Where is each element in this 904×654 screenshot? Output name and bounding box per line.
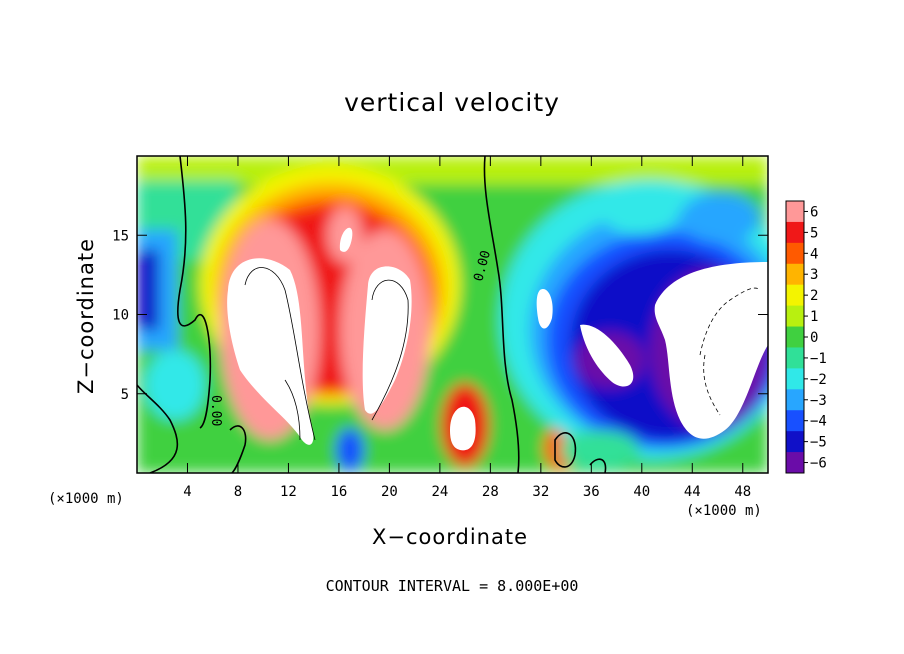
colorbar-tick-label: 0: [810, 330, 818, 346]
x-unit-label-right: (×1000 m): [686, 503, 762, 519]
velocity-field: [137, 156, 768, 473]
colorbar: 6 5 4 3 2 1 0 −1 −2 −3 −4 −5 −6: [785, 200, 827, 474]
x-tick-label: 32: [532, 484, 549, 500]
field-region-22: [600, 185, 680, 235]
colorbar-tick-label: 1: [810, 309, 818, 325]
field-region-3: [137, 250, 159, 330]
x-tick-label: 12: [280, 484, 297, 500]
y-tick-label: 5: [121, 387, 129, 403]
colorbar-tick-label: −1: [810, 351, 827, 367]
field-max-region-3: [450, 406, 476, 451]
colorbar-tick-label: −6: [810, 456, 827, 472]
x-unit-label-left: (×1000 m): [48, 491, 124, 507]
colorbar-swatch: [786, 201, 804, 223]
colorbar-swatch: [786, 263, 804, 286]
colorbar-tick-label: −5: [810, 435, 827, 451]
zero-contour-4: [554, 432, 577, 468]
contour-interval-note: CONTOUR INTERVAL = 8.000E+00: [325, 577, 579, 595]
colorbar-tick-label: −2: [810, 372, 827, 388]
x-tick-label: 44: [684, 484, 701, 500]
x-tick-label: 40: [633, 484, 650, 500]
field-region-21: [680, 193, 760, 243]
field-max-region-2: [362, 266, 412, 414]
field-isoline-2: [371, 279, 409, 421]
colorbar-swatch: [786, 431, 804, 453]
field-isoline-4: [703, 354, 721, 416]
colorbar-swatch: [786, 284, 804, 307]
x-axis-label: X−coordinate: [372, 525, 528, 549]
y-tick-label: 10: [112, 308, 129, 324]
zero-contour-2: [137, 384, 179, 473]
colorbar-swatch: [786, 452, 804, 474]
field-isoline-3: [699, 287, 761, 356]
colorbar-tick-label: −4: [810, 414, 827, 430]
x-tick-label: 8: [234, 484, 242, 500]
x-tick-label: 4: [183, 484, 191, 500]
colorbar-swatch: [786, 326, 804, 348]
x-tick-label: 36: [583, 484, 600, 500]
y-axis: 5 10 15: [112, 228, 768, 403]
field-max-region-4: [536, 289, 553, 329]
zero-contour-5: [589, 458, 607, 473]
field-max-region-1: [339, 227, 353, 252]
x-tick-label: 16: [330, 484, 347, 500]
zero-contour-1: [483, 156, 520, 473]
zero-contour-0: [177, 156, 212, 429]
field-isoline-1: [284, 379, 301, 441]
chart-title: vertical velocity: [344, 88, 560, 117]
x-tick-label: 24: [431, 484, 448, 500]
colorbar-swatch: [786, 347, 804, 369]
colorbar-tick-label: 4: [810, 246, 818, 262]
x-axis: 4 8 12 16 20 24 28 32 36 40 44 48: [183, 156, 751, 500]
field-region-23: [560, 430, 640, 470]
colorbar-swatch: [786, 305, 804, 328]
x-tick-label: 28: [482, 484, 499, 500]
x-tick-label: 20: [381, 484, 398, 500]
field-isoline-0: [244, 267, 316, 441]
field-max-region-5: [580, 324, 634, 387]
field-region-4: [145, 350, 205, 420]
colorbar-swatch: [786, 389, 804, 411]
colorbar-tick-label: 5: [810, 225, 818, 241]
x-tick-label: 48: [734, 484, 751, 500]
field-region-13: [336, 428, 364, 472]
colorbar-swatch: [786, 410, 804, 432]
colorbar-tick-label: −3: [810, 393, 827, 409]
colorbar-tick-label: 2: [810, 288, 818, 304]
y-tick-label: 15: [112, 228, 129, 244]
field-max-region-6: [654, 262, 768, 439]
field-max-region-0: [227, 258, 314, 445]
contour-label: 0.00: [208, 395, 223, 426]
zero-contour-3: [229, 425, 247, 473]
colorbar-swatch: [786, 221, 804, 244]
colorbar-tick-label: 6: [810, 204, 818, 220]
colorbar-swatch: [786, 242, 804, 265]
colorbar-tick-label: 3: [810, 267, 818, 283]
colorbar-swatch: [786, 368, 804, 390]
field-region-0: [137, 156, 768, 184]
